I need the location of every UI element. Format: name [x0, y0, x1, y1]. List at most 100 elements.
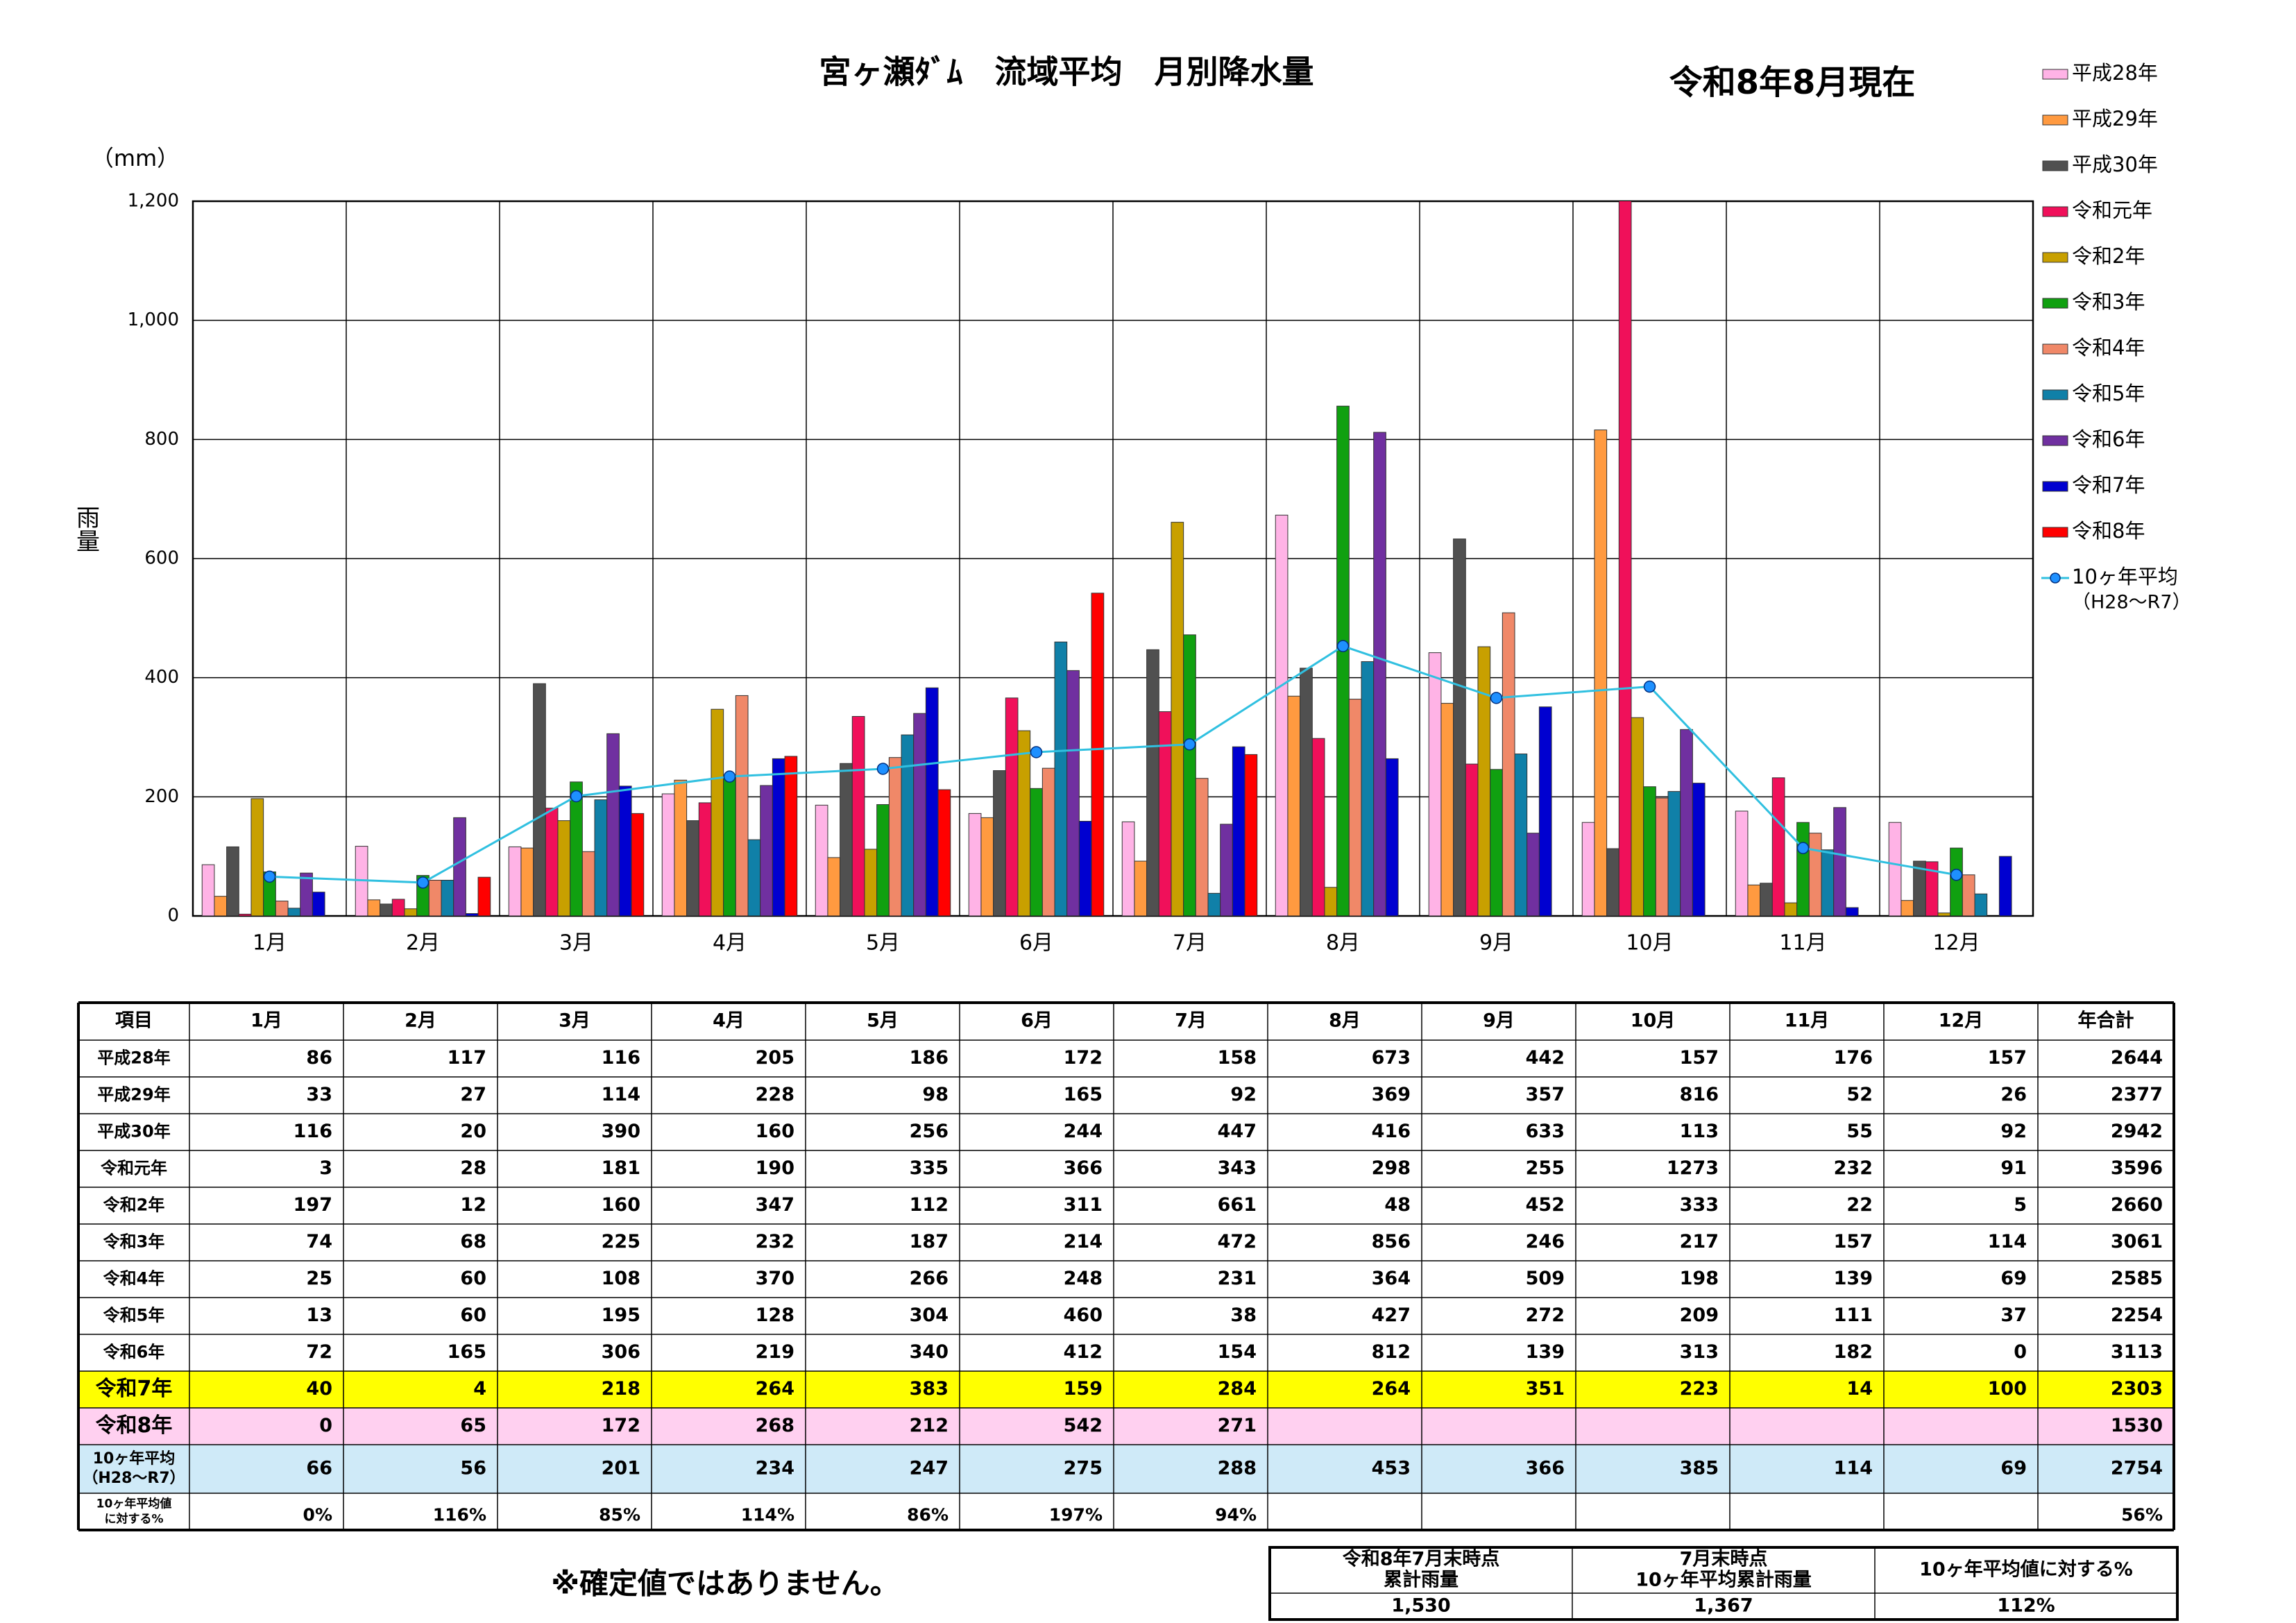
table-cell: 52	[1846, 1084, 1873, 1105]
table-cell: 98	[922, 1084, 949, 1105]
x-tick-label: 9月	[1479, 931, 1513, 955]
table-cell: 37	[2000, 1305, 2027, 1326]
table-cell: 114	[1834, 1458, 1873, 1479]
table-cell: 38	[1230, 1305, 1257, 1326]
line-marker	[1030, 746, 1043, 758]
bar	[1232, 746, 1245, 916]
bar	[428, 880, 442, 916]
table-cell: 335	[910, 1157, 949, 1179]
bar	[1581, 822, 1595, 916]
table-cell: 26	[2000, 1084, 2027, 1105]
bar	[606, 733, 620, 916]
table-cell: 198	[1680, 1268, 1719, 1289]
bar	[380, 903, 393, 916]
table-cell: 190	[756, 1157, 794, 1179]
table-header: 2月	[405, 1010, 436, 1032]
table-cell: 28	[460, 1157, 486, 1179]
table-header: 8月	[1329, 1010, 1361, 1032]
legend-swatch	[2042, 298, 2068, 309]
bar	[557, 820, 571, 916]
x-tick-label: 6月	[1019, 931, 1053, 955]
bar	[1477, 646, 1491, 916]
line-marker	[416, 876, 430, 889]
table-cell: 86	[306, 1047, 332, 1069]
summary-header: 累計雨量	[1384, 1569, 1459, 1591]
table-cell: 1273	[1667, 1157, 1719, 1179]
bar	[508, 846, 522, 916]
table-cell: 158	[1218, 1047, 1257, 1069]
x-tick-label: 7月	[1173, 931, 1207, 955]
table-cell: 116	[602, 1047, 640, 1069]
row-label: 令和3年	[103, 1232, 165, 1252]
table-cell: 357	[1526, 1084, 1565, 1105]
bar	[226, 846, 239, 916]
table-cell: 244	[1064, 1121, 1103, 1142]
table-cell: 3	[319, 1157, 332, 1179]
table-cell: 0%	[303, 1505, 332, 1525]
bar	[772, 758, 785, 916]
y-tick-label: 400	[144, 667, 179, 688]
chart-subtitle: 令和8年8月現在	[1669, 63, 1916, 102]
x-tick-label: 2月	[406, 931, 440, 955]
y-tick-label: 200	[144, 786, 179, 807]
table-cell: 56	[460, 1458, 486, 1479]
table-cell: 85%	[599, 1505, 640, 1525]
legend-label: 令和7年	[2072, 473, 2145, 497]
table-total: 2585	[2111, 1268, 2163, 1289]
table-cell: 856	[1372, 1231, 1411, 1252]
row-label: に対する%	[104, 1512, 163, 1527]
table-cell: 364	[1372, 1268, 1411, 1289]
legend-label: 令和6年	[2072, 427, 2145, 451]
bar	[1974, 893, 1988, 916]
table-total: 2942	[2111, 1121, 2163, 1142]
table-cell: 159	[1064, 1378, 1103, 1400]
bar	[674, 779, 688, 916]
bar	[735, 695, 749, 916]
bar	[520, 847, 534, 916]
bar	[760, 785, 773, 916]
table-total: 3113	[2111, 1341, 2163, 1363]
table-cell: 247	[910, 1458, 949, 1479]
legend-swatch	[2042, 435, 2068, 446]
bar	[1158, 711, 1172, 916]
table-header: 6月	[1021, 1010, 1053, 1032]
bar	[1631, 717, 1644, 916]
table-cell: 223	[1680, 1378, 1719, 1400]
bar	[1054, 641, 1068, 916]
table-cell: 176	[1834, 1047, 1873, 1069]
bar	[1538, 706, 1552, 916]
bar	[1207, 892, 1221, 916]
table-cell: 219	[756, 1341, 794, 1363]
row-label: 令和元年	[101, 1159, 167, 1178]
bar	[968, 813, 982, 916]
table-cell: 214	[1064, 1231, 1103, 1252]
table-cell: 172	[1064, 1047, 1103, 1069]
row-label: 令和5年	[103, 1306, 165, 1325]
bar	[1336, 405, 1350, 916]
bar	[1220, 824, 1233, 916]
bar	[1821, 849, 1835, 916]
table-cell: 25	[306, 1268, 332, 1289]
bar	[250, 798, 264, 916]
table-cell: 157	[1680, 1047, 1719, 1069]
table-cell: 12	[460, 1194, 486, 1216]
bar	[1747, 884, 1761, 916]
bar	[1680, 729, 1693, 916]
bar	[723, 777, 736, 916]
table-cell: 311	[1064, 1194, 1103, 1216]
x-tick-label: 1月	[253, 931, 287, 955]
table-cell: 197%	[1049, 1505, 1103, 1525]
bar	[1195, 778, 1209, 916]
legend-swatch	[2042, 252, 2068, 263]
bar	[570, 781, 583, 916]
table-cell: 60	[460, 1268, 486, 1289]
y-tick-label: 1,200	[128, 191, 179, 212]
bar	[533, 683, 546, 916]
legend-swatch	[2042, 389, 2068, 400]
bar	[404, 908, 418, 916]
table-cell: 369	[1372, 1084, 1411, 1105]
unit-label: （mm）	[92, 145, 179, 171]
table-total: 56%	[2121, 1505, 2163, 1525]
table-cell: 333	[1680, 1194, 1719, 1216]
